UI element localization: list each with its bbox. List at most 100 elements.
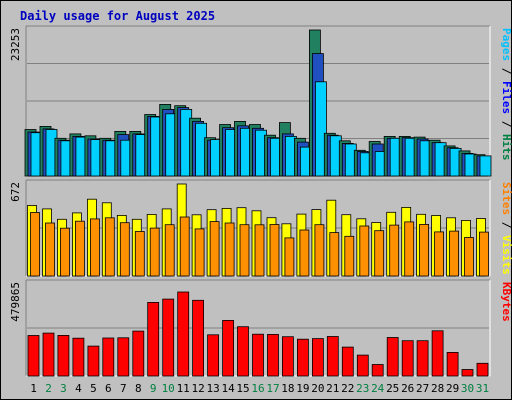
bar-kbytes-day-13 xyxy=(207,334,220,377)
bar-kbytes-day-5 xyxy=(87,345,100,377)
bar-sites-day-14 xyxy=(224,222,235,277)
bar-kbytes-day-4 xyxy=(72,337,85,377)
day-label-18: 18 xyxy=(281,382,294,395)
bar-sites-day-13 xyxy=(209,221,220,277)
day-label-7: 7 xyxy=(120,382,127,395)
bar-sites-day-28 xyxy=(434,231,445,277)
panel-hits-files-pages: 23253 Pages / Files / Hits xyxy=(9,25,512,177)
legend-entry: / xyxy=(500,114,512,134)
bar-sites-day-16 xyxy=(254,224,265,277)
bar-sites-day-17 xyxy=(269,224,280,277)
bar-kbytes-day-25 xyxy=(386,337,399,377)
bar-kbytes-day-1 xyxy=(27,335,40,377)
bar-sites-day-23 xyxy=(359,225,370,277)
bar-sites-day-22 xyxy=(344,235,355,277)
day-label-26: 26 xyxy=(401,382,414,395)
bar-kbytes-day-28 xyxy=(431,330,444,377)
bar-kbytes-day-31 xyxy=(476,362,489,377)
day-label-1: 1 xyxy=(30,382,37,395)
bar-sites-day-21 xyxy=(329,232,340,277)
y-max-label: 479865 xyxy=(9,282,22,322)
day-label-6: 6 xyxy=(105,382,112,395)
bar-kbytes-day-20 xyxy=(311,338,324,377)
bar-kbytes-day-3 xyxy=(57,334,70,377)
day-label-20: 20 xyxy=(311,382,324,395)
legend-entry: / xyxy=(500,61,512,81)
day-label-9: 9 xyxy=(150,382,157,395)
bar-kbytes-day-14 xyxy=(222,319,235,377)
y-max-label: 23253 xyxy=(9,28,22,61)
bar-sites-day-26 xyxy=(404,221,415,277)
day-label-4: 4 xyxy=(75,382,82,395)
bar-sites-day-29 xyxy=(449,230,460,277)
day-label-29: 29 xyxy=(446,382,459,395)
bar-kbytes-day-19 xyxy=(296,338,309,377)
day-label-21: 21 xyxy=(326,382,339,395)
chart-title: Daily usage for August 2025 xyxy=(20,9,215,23)
legend: Pages / Files / Hits xyxy=(500,28,512,161)
bar-sites-day-4 xyxy=(75,220,85,277)
bar-kbytes-day-9 xyxy=(147,301,160,377)
bar-kbytes-day-2 xyxy=(42,332,55,377)
bar-kbytes-day-22 xyxy=(341,346,354,377)
bar-sites-day-10 xyxy=(164,224,175,277)
day-label-19: 19 xyxy=(296,382,309,395)
bar-kbytes-day-27 xyxy=(416,340,429,377)
day-label-30: 30 xyxy=(461,382,474,395)
bar-sites-day-7 xyxy=(119,222,130,277)
bar-kbytes-day-18 xyxy=(281,336,294,377)
bar-sites-day-24 xyxy=(374,230,385,277)
bar-kbytes-day-15 xyxy=(237,326,249,377)
day-label-16: 16 xyxy=(251,382,264,395)
bar-kbytes-day-23 xyxy=(356,354,369,377)
bar-sites-day-3 xyxy=(60,227,70,277)
bar-sites-day-5 xyxy=(90,218,100,277)
bar-kbytes-day-21 xyxy=(326,336,339,377)
panel-kbytes: 479865 KBytes xyxy=(9,279,512,377)
day-label-25: 25 xyxy=(386,382,399,395)
bar-pages-day-31 xyxy=(479,155,492,177)
bar-sites-day-18 xyxy=(284,237,295,277)
bar-sites-day-19 xyxy=(299,229,310,277)
bar-kbytes-day-6 xyxy=(102,337,115,377)
legend-entry: Sites xyxy=(500,182,512,215)
bar-sites-day-9 xyxy=(149,227,160,277)
day-label-28: 28 xyxy=(431,382,444,395)
bar-pages-day-20 xyxy=(314,81,327,177)
bar-kbytes-day-8 xyxy=(132,330,145,377)
bar-kbytes-day-7 xyxy=(117,337,130,377)
bar-sites-day-20 xyxy=(314,224,325,277)
day-label-17: 17 xyxy=(266,382,279,395)
bar-sites-day-27 xyxy=(419,223,430,277)
legend-entry: Pages xyxy=(500,28,512,61)
legend-entry: Files xyxy=(500,81,512,114)
day-label-2: 2 xyxy=(45,382,52,395)
bar-kbytes-day-12 xyxy=(192,299,205,377)
day-label-3: 3 xyxy=(60,382,67,395)
day-label-22: 22 xyxy=(341,382,354,395)
day-label-14: 14 xyxy=(221,382,235,395)
bar-sites-day-12 xyxy=(194,228,205,277)
day-label-5: 5 xyxy=(90,382,97,395)
legend-entry: / xyxy=(500,215,512,235)
bar-sites-day-2 xyxy=(45,222,55,277)
bar-kbytes-day-10 xyxy=(162,298,175,377)
bar-kbytes-day-16 xyxy=(252,333,264,377)
bar-sites-day-11 xyxy=(179,216,190,277)
legend: KBytes xyxy=(500,282,512,322)
bar-sites-day-30 xyxy=(464,237,474,277)
day-label-13: 13 xyxy=(206,382,219,395)
day-label-23: 23 xyxy=(356,382,369,395)
day-label-12: 12 xyxy=(191,382,204,395)
bar-kbytes-day-26 xyxy=(401,340,414,377)
day-label-8: 8 xyxy=(135,382,142,395)
day-label-24: 24 xyxy=(371,382,385,395)
y-max-label: 672 xyxy=(9,182,22,202)
bar-kbytes-day-11 xyxy=(177,291,190,377)
bar-sites-day-31 xyxy=(479,231,489,277)
day-label-31: 31 xyxy=(476,382,489,395)
bar-sites-day-6 xyxy=(104,217,115,277)
bar-sites-day-25 xyxy=(389,224,400,277)
bar-kbytes-day-24 xyxy=(371,364,384,377)
